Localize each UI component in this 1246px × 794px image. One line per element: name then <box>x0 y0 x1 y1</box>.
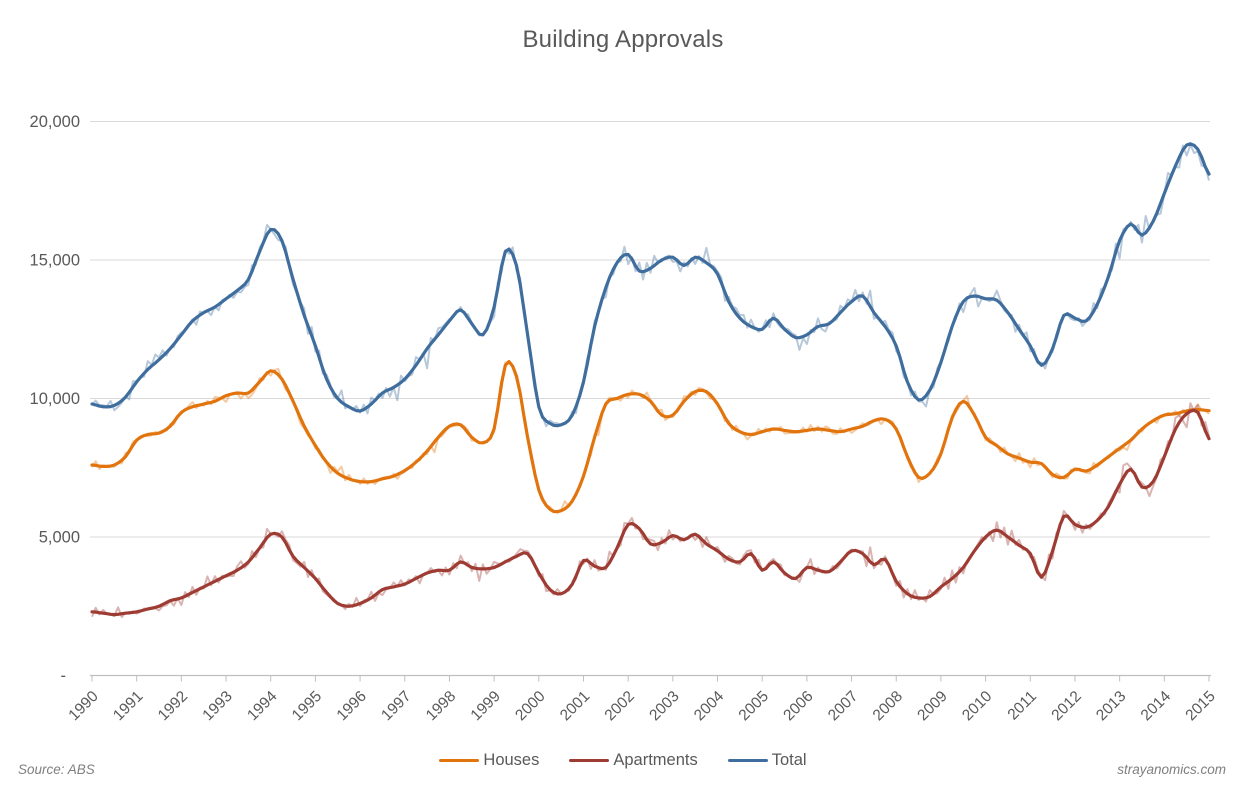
legend-label-apartments: Apartments <box>613 751 698 769</box>
x-axis-label: 2006 <box>780 688 816 724</box>
x-axis-label: 1998 <box>423 688 459 724</box>
apartments-line-swatch <box>569 758 610 763</box>
x-axis-label: 2004 <box>691 688 728 725</box>
x-axis-label: 1994 <box>244 688 281 725</box>
y-axis-label: 10,000 <box>30 390 80 408</box>
x-axis-label: 2001 <box>557 688 593 724</box>
x-axis-label: 2015 <box>1182 688 1218 724</box>
legend-item-apartments: Apartments <box>569 751 698 770</box>
chart-title: Building Approvals <box>522 26 724 53</box>
trend-line-total <box>90 142 1211 428</box>
trend-line-apartments <box>90 408 1211 617</box>
raw-line-apartments <box>91 402 1210 619</box>
x-axis-label: 1990 <box>65 688 102 725</box>
legend-label-total: Total <box>771 751 807 769</box>
x-axis-label: 1999 <box>468 688 504 724</box>
x-axis-label: 2000 <box>512 688 549 725</box>
houses-line-swatch <box>439 758 480 763</box>
x-axis-label: 2013 <box>1093 688 1129 724</box>
x-axis-label: 1995 <box>289 688 325 724</box>
x-axis-label: 2007 <box>825 688 861 724</box>
x-axis-label: 1996 <box>334 688 370 724</box>
trend-line-houses <box>90 360 1211 514</box>
x-axis-label: 2009 <box>914 688 950 724</box>
x-axis-label: 2014 <box>1138 688 1175 725</box>
y-axis-label: 5,000 <box>39 529 80 547</box>
legend: Houses Apartments Total <box>0 751 1246 770</box>
total-line-swatch <box>727 758 768 763</box>
x-axis-label: 1997 <box>378 688 414 724</box>
x-axis-label: 2005 <box>736 688 772 724</box>
x-axis-label: 1991 <box>110 688 146 724</box>
x-axis-label: 1992 <box>155 688 191 724</box>
x-axis-label: 1993 <box>199 688 235 724</box>
y-axis-label: 20,000 <box>30 113 80 131</box>
x-axis-label: 2008 <box>870 688 906 724</box>
legend-item-houses: Houses <box>439 751 539 770</box>
x-axis-label: 2002 <box>602 688 638 724</box>
source-note: Source: ABS <box>18 762 95 777</box>
watermark: strayanomics.com <box>1117 762 1226 777</box>
x-axis-label: 2010 <box>959 688 996 725</box>
x-axis-label: 2011 <box>1005 688 1041 724</box>
legend-item-total: Total <box>727 751 807 770</box>
legend-label-houses: Houses <box>483 751 540 769</box>
y-axis-label: - <box>61 667 67 685</box>
y-axis-label: 15,000 <box>30 252 80 270</box>
x-axis-label: 2012 <box>1048 688 1084 724</box>
x-axis-label: 2003 <box>646 688 682 724</box>
raw-line-houses <box>91 361 1210 514</box>
